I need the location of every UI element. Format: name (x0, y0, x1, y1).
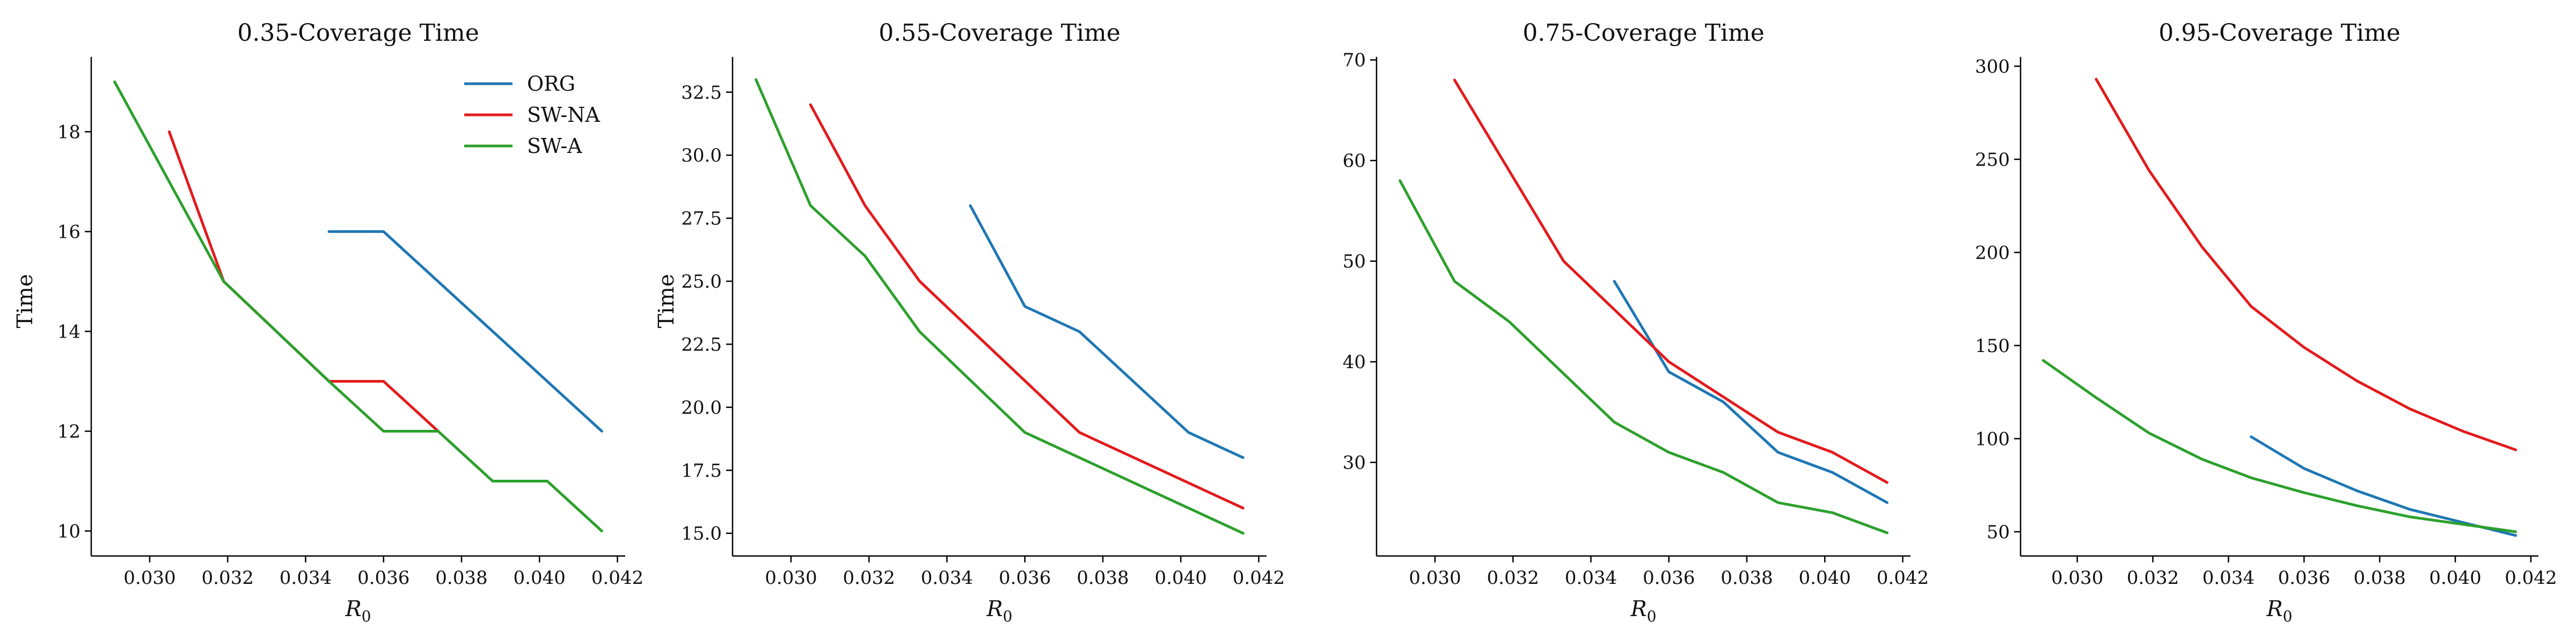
legend: ORG SW-NA SW-A (464, 72, 600, 158)
x-tick-label: 0.032 (202, 567, 254, 589)
x-axis-label-main: R (986, 597, 1003, 621)
x-tick-label: 0.038 (435, 567, 487, 589)
y-tick-label: 20.0 (681, 397, 722, 419)
y-tick-label: 30.0 (681, 145, 722, 166)
y-tick-label: 60 (1343, 150, 1366, 172)
series-line-org (2250, 435, 2518, 537)
y-tick-label: 150 (1975, 335, 2010, 357)
chart-title: 0.75-Coverage Time (1523, 19, 1765, 47)
x-tick-label: 0.032 (2127, 567, 2179, 589)
y-tick-label: 17.5 (681, 460, 722, 481)
series-line-org (969, 204, 1245, 459)
panel-3: 0.75-Coverage Time 0.030 0.032 0.034 0.036 0.… (1343, 19, 1929, 625)
x-tick-label: 0.040 (2429, 567, 2481, 589)
y-tick-label: 14 (57, 321, 80, 343)
x-tick-label: 0.030 (2051, 567, 2103, 589)
y-tick-label: 10 (57, 521, 80, 543)
series-line-sw-na (1453, 78, 1889, 484)
y-tick-label: 40 (1343, 352, 1366, 373)
y-tick-label: 16 (57, 222, 80, 243)
y-tick-label: 22.5 (681, 334, 722, 355)
x-tick-label: 0.038 (2353, 567, 2405, 589)
chart-title: 0.55-Coverage Time (879, 19, 1121, 47)
x-tick-label: 0.030 (765, 567, 817, 589)
series-line-org (327, 230, 603, 433)
y-tick-label: 15.0 (681, 523, 722, 545)
x-tick-label: 0.038 (1077, 567, 1129, 589)
x-tick-label: 0.034 (2202, 567, 2255, 589)
series-line-sw-na (167, 130, 440, 433)
y-tick-label: 250 (1975, 149, 2010, 171)
x-axis-label: R0 (986, 597, 1013, 625)
x-axis-label: R0 (1630, 597, 1657, 625)
x-tick-label: 0.030 (123, 567, 175, 589)
series-line-sw-a (755, 78, 1245, 535)
x-tick-label: 0.040 (1155, 567, 1207, 589)
x-tick-label: 0.036 (357, 567, 409, 589)
y-tick-label: 200 (1975, 242, 2010, 264)
x-tick-label: 0.034 (921, 567, 973, 589)
y-tick-label: 18 (57, 122, 80, 143)
x-axis-label-main: R (345, 597, 362, 621)
y-tick-label: 300 (1975, 56, 2010, 77)
series-line-sw-a (1399, 179, 1889, 535)
y-axis-label: Time (13, 274, 38, 328)
y-tick-label: 30 (1343, 452, 1366, 474)
x-tick-label: 0.032 (1487, 567, 1539, 589)
y-tick-label: 50 (1343, 251, 1366, 273)
x-axis-label-sub: 0 (362, 608, 371, 625)
y-tick-label: 27.5 (681, 208, 722, 230)
legend-label-org: ORG (527, 72, 575, 96)
x-axis-label-sub: 0 (1003, 608, 1013, 625)
x-tick-label: 0.042 (1233, 567, 1285, 589)
x-tick-label: 0.034 (1565, 567, 1617, 589)
series-line-sw-a (113, 80, 603, 532)
x-axis-label: R0 (2266, 597, 2293, 625)
x-tick-label: 0.042 (2505, 567, 2557, 589)
x-tick-label: 0.036 (1643, 567, 1695, 589)
x-axis-label-sub: 0 (1647, 608, 1657, 625)
x-tick-label: 0.036 (2278, 567, 2330, 589)
series-line-sw-na (2095, 78, 2518, 451)
x-tick-label: 0.032 (843, 567, 895, 589)
y-tick-label: 70 (1343, 50, 1366, 71)
x-axis-label-main: R (2266, 597, 2283, 621)
series-line-sw-na (809, 103, 1245, 510)
y-tick-label: 100 (1975, 428, 2010, 450)
x-tick-label: 0.030 (1409, 567, 1461, 589)
x-tick-label: 0.042 (591, 567, 643, 589)
chart-title: 0.95-Coverage Time (2158, 19, 2401, 47)
panel-1: 0.35-Coverage Time 0.030 0.032 0.034 0.036 0.… (13, 19, 643, 625)
panel-4: 0.95-Coverage Time 0.030 0.032 0.034 0.036 0.… (1975, 19, 2557, 625)
x-tick-label: 0.040 (514, 567, 566, 589)
panel-2: 0.55-Coverage Time 0.030 0.032 0.034 0.036 0.… (654, 19, 1285, 625)
y-tick-label: 32.5 (681, 82, 722, 104)
y-axis-label: Time (654, 274, 679, 328)
y-tick-label: 25.0 (681, 271, 722, 292)
series-line-org (1613, 280, 1889, 504)
x-axis-label: R0 (345, 597, 371, 625)
y-tick-label: 12 (57, 421, 80, 443)
y-tick-label: 50 (1987, 522, 2010, 543)
x-tick-label: 0.042 (1877, 567, 1929, 589)
x-tick-label: 0.040 (1799, 567, 1851, 589)
x-tick-label: 0.038 (1721, 567, 1773, 589)
legend-label-sw-na: SW-NA (527, 103, 600, 127)
x-axis-label-main: R (1630, 597, 1647, 621)
legend-label-sw-a: SW-A (527, 134, 582, 158)
x-axis-label-sub: 0 (2283, 608, 2293, 625)
series-line-sw-a (2041, 359, 2518, 533)
x-tick-label: 0.036 (999, 567, 1051, 589)
x-tick-label: 0.034 (280, 567, 332, 589)
chart-title: 0.35-Coverage Time (237, 19, 479, 47)
